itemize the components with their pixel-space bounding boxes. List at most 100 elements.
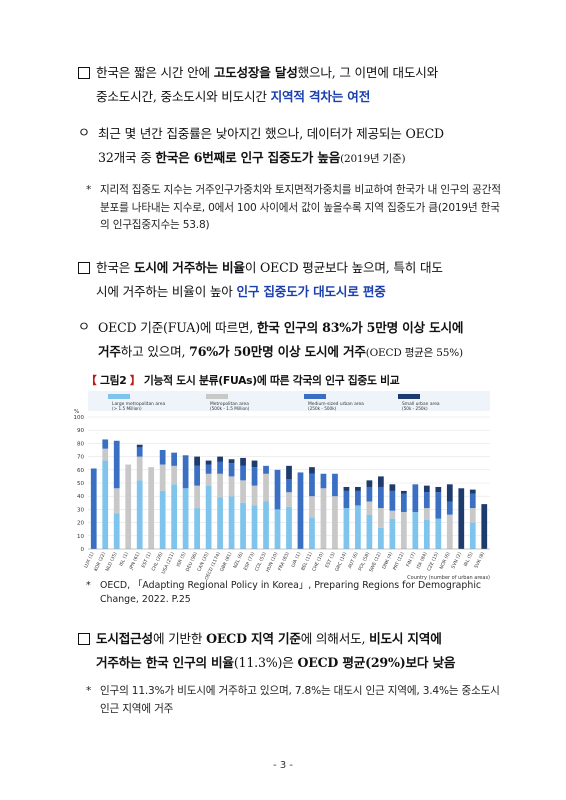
bar-segment bbox=[194, 456, 200, 466]
legend-swatch bbox=[206, 394, 228, 399]
text: 시에 거주하는 비율이 높아 bbox=[96, 284, 237, 299]
bar-segment bbox=[309, 517, 315, 549]
bar-segment bbox=[320, 488, 327, 549]
text: 32개국 중 bbox=[98, 150, 156, 165]
text: 중소도시간, 중소도시와 비도시간 bbox=[96, 89, 271, 104]
bar-segment bbox=[136, 444, 143, 448]
x-axis-label: Country (number of urban areas) bbox=[407, 575, 490, 581]
bar-segment bbox=[90, 468, 97, 549]
bar-segment bbox=[458, 488, 465, 549]
bar-segment bbox=[113, 440, 120, 489]
bar-segment bbox=[240, 502, 246, 549]
bar-segment bbox=[286, 492, 292, 507]
bar-segment bbox=[446, 484, 453, 502]
bar-segment bbox=[286, 506, 292, 549]
bar-segment bbox=[435, 492, 442, 519]
text-bold: 비도시 지역에 bbox=[369, 631, 442, 646]
square-bullet-icon bbox=[78, 633, 90, 645]
paragraph-1: 한국은 짧은 시간 안에 고도성장을 달성했으나, 그 이면에 대도시와 중소도… bbox=[78, 61, 518, 109]
bar-segment bbox=[378, 508, 384, 528]
circle-bullet-icon: ㅇ bbox=[78, 126, 90, 141]
bar-segment bbox=[469, 493, 476, 509]
bracket: 】 bbox=[126, 374, 141, 387]
bar-segment bbox=[217, 461, 223, 474]
bar-segment bbox=[136, 480, 143, 549]
bar-segment bbox=[355, 505, 361, 549]
bar-segment bbox=[400, 493, 407, 513]
bar-segment bbox=[286, 479, 292, 493]
x-tick-label: IRL (5) bbox=[463, 551, 475, 567]
bar-segment bbox=[423, 508, 430, 520]
bar-segment bbox=[113, 488, 120, 514]
bar-segment bbox=[171, 484, 178, 549]
bar-segment bbox=[159, 450, 166, 465]
bar-segment bbox=[343, 490, 350, 509]
bar-segment bbox=[274, 509, 281, 549]
bar-segment bbox=[194, 485, 200, 509]
text-bold: OECD 평균(29%)보다 낮음 bbox=[297, 655, 456, 670]
bar-segment bbox=[389, 510, 396, 519]
y-tick-label: 30 bbox=[77, 507, 84, 513]
bar-segment bbox=[389, 490, 396, 511]
text-bold: 고도성장을 달성 bbox=[213, 65, 298, 80]
paragraph-2-sub: ㅇ OECD 기준(FUA)에 따르면, 한국 인구의 83%가 5만명 이상 … bbox=[78, 316, 520, 365]
text: 하고 있으며, bbox=[120, 344, 190, 359]
bar-segment bbox=[481, 504, 488, 549]
text: (11.3%)은 bbox=[233, 655, 298, 670]
bar-segment bbox=[389, 484, 396, 491]
bar-segment bbox=[217, 497, 223, 549]
text: (OECD 평균은 55%) bbox=[365, 347, 463, 359]
bar-segment bbox=[469, 489, 476, 494]
text-bold: 거주하는 한국 인구의 비율 bbox=[96, 655, 234, 670]
y-tick-label: 70 bbox=[77, 455, 84, 461]
y-tick-label: 0 bbox=[81, 547, 85, 553]
text-bold: 도시에 거주하는 비율 bbox=[133, 260, 245, 275]
bar-segment bbox=[148, 467, 155, 549]
bar-segment bbox=[297, 472, 304, 549]
bar-segment bbox=[435, 518, 442, 549]
text: 이 OECD 평균보다 높으며, 특히 대도 bbox=[244, 260, 443, 275]
text: 한국은 bbox=[96, 260, 134, 275]
y-tick-label: 10 bbox=[77, 534, 84, 540]
bar-segment bbox=[251, 467, 258, 486]
y-tick-label: 60 bbox=[77, 468, 84, 474]
text-bold: 76%가 50만명 이상 도시에 거주 bbox=[189, 344, 366, 359]
legend-label-range: (250k - 500k) bbox=[308, 406, 337, 411]
note-text: 인구의 11.3%가 비도시에 거주하고 있으며, 7.8%는 대도시 인근 지… bbox=[100, 685, 500, 715]
text-bold: 도시접근성 bbox=[96, 631, 153, 646]
text: 에 기반한 bbox=[152, 631, 207, 646]
bar-segment bbox=[469, 508, 476, 523]
text-bold: 거주 bbox=[98, 344, 121, 359]
bar-segment bbox=[469, 522, 476, 549]
bar-segment bbox=[286, 465, 292, 480]
bar-segment bbox=[332, 496, 338, 549]
bar-segment bbox=[125, 464, 132, 549]
bar-segment bbox=[309, 496, 315, 518]
circle-bullet-icon: ㅇ bbox=[78, 320, 90, 335]
bar-segment bbox=[446, 514, 453, 549]
note-1: * 지리적 집중도 지수는 거주인구가중치와 토지면적가중치를 비교하여 한국가… bbox=[86, 182, 506, 235]
bar-segment bbox=[378, 527, 384, 549]
bar-segment bbox=[228, 496, 235, 549]
bar-segment bbox=[217, 473, 223, 498]
y-axis-label: % bbox=[74, 409, 79, 415]
y-tick-label: 40 bbox=[77, 494, 84, 500]
bar-segment bbox=[343, 508, 350, 549]
bar-segment bbox=[171, 465, 178, 485]
bar-segment bbox=[217, 456, 223, 462]
bar-segment bbox=[435, 486, 442, 493]
legend-label: Metropolitan area bbox=[210, 401, 249, 407]
text: 했으나, 그 이면에 대도시와 bbox=[297, 65, 439, 80]
bar-segment bbox=[113, 513, 120, 549]
bar-segment bbox=[309, 467, 315, 474]
text: 한국은 짧은 시간 안에 bbox=[96, 65, 214, 80]
text: (2019년 기준) bbox=[340, 153, 406, 165]
legend-label-range: (500k - 1.5 Million) bbox=[210, 406, 250, 411]
bar-segment bbox=[366, 514, 373, 549]
asterisk-icon: * bbox=[86, 184, 92, 196]
bar-segment bbox=[205, 485, 212, 549]
bar-segment bbox=[446, 501, 453, 515]
figure-title-text: 기능적 도시 분류(FUAs)에 따른 각국의 인구 집중도 비교 bbox=[140, 374, 400, 387]
bar-segment bbox=[400, 512, 407, 549]
figure-title: 【 그림2 】 기능적 도시 분류(FUAs)에 따른 각국의 인구 집중도 비… bbox=[86, 372, 400, 388]
